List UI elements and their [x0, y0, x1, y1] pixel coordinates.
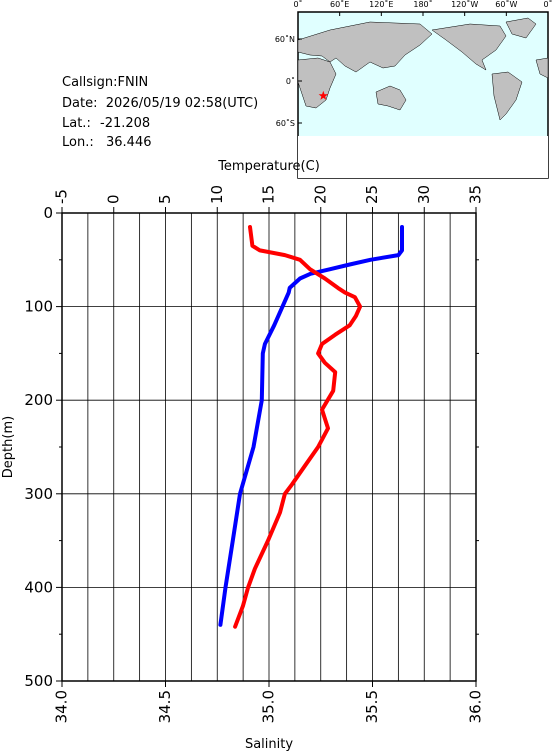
x-axis-label: Salinity: [245, 737, 293, 751]
x2-tick-label: 35: [467, 185, 485, 204]
map-lon-label: 60˚E: [330, 0, 349, 9]
map-lon-label: 60˚W: [495, 0, 517, 9]
map-lon-label: 0˚: [293, 0, 302, 9]
world-map: 0˚ 60˚E 120˚E 180˚ 120˚W 60˚W 0˚ 60˚N 0˚ 60˚S: [275, 0, 553, 179]
profile-line: [218, 225, 404, 627]
y-tick-label: 400: [24, 578, 53, 596]
x2-tick-label: 25: [363, 185, 381, 204]
map-lon-label: 0˚: [543, 0, 552, 9]
plot-frame: [61, 212, 477, 682]
y-axis-label: Depth(m): [1, 416, 16, 478]
profile-line: [233, 225, 363, 629]
lat-label: Lat.:: [62, 116, 91, 131]
x-tick-label: 35.0: [260, 690, 278, 723]
x2-tick-label: 20: [311, 185, 329, 204]
y-tick-label: 500: [24, 672, 53, 690]
map-lon-label: 180˚: [413, 0, 432, 9]
map-land: [297, 17, 549, 178]
x2-tick-label: -5: [53, 189, 71, 204]
station-marker: [318, 90, 329, 100]
callsign: Callsign:FNIN: [62, 75, 148, 90]
lon-value: 36.446: [106, 135, 152, 150]
lat-value: -21.208: [100, 116, 150, 131]
x2-tick-label: 0: [104, 194, 122, 204]
x2-tick-label: 30: [415, 185, 433, 204]
map-lat-label: 0˚: [286, 76, 295, 86]
map-lat-label: 60˚S: [276, 118, 295, 128]
x2-tick-label: 5: [156, 194, 174, 204]
x2-tick-label: 10: [208, 185, 226, 204]
x2-axis-label: Temperature(C): [217, 159, 320, 174]
y-tick-label: 300: [24, 485, 53, 503]
lon-label: Lon.:: [62, 135, 94, 150]
y-tick-label: 200: [24, 391, 53, 409]
x-tick-label: 34.5: [156, 690, 174, 723]
x-tick-label: 36.0: [467, 690, 485, 723]
x2-tick-label: 15: [260, 185, 278, 204]
y-tick-label: 100: [24, 298, 53, 316]
date: Date: 2026/05/19 02:58(UTC): [62, 96, 258, 111]
map-lat-label: 60˚N: [275, 34, 295, 44]
x-tick-label: 35.5: [363, 690, 381, 723]
map-lon-label: 120˚W: [451, 0, 478, 9]
map-lon-label: 120˚E: [369, 0, 393, 9]
x-tick-label: 34.0: [53, 690, 71, 723]
y-tick-label: 0: [43, 204, 53, 222]
